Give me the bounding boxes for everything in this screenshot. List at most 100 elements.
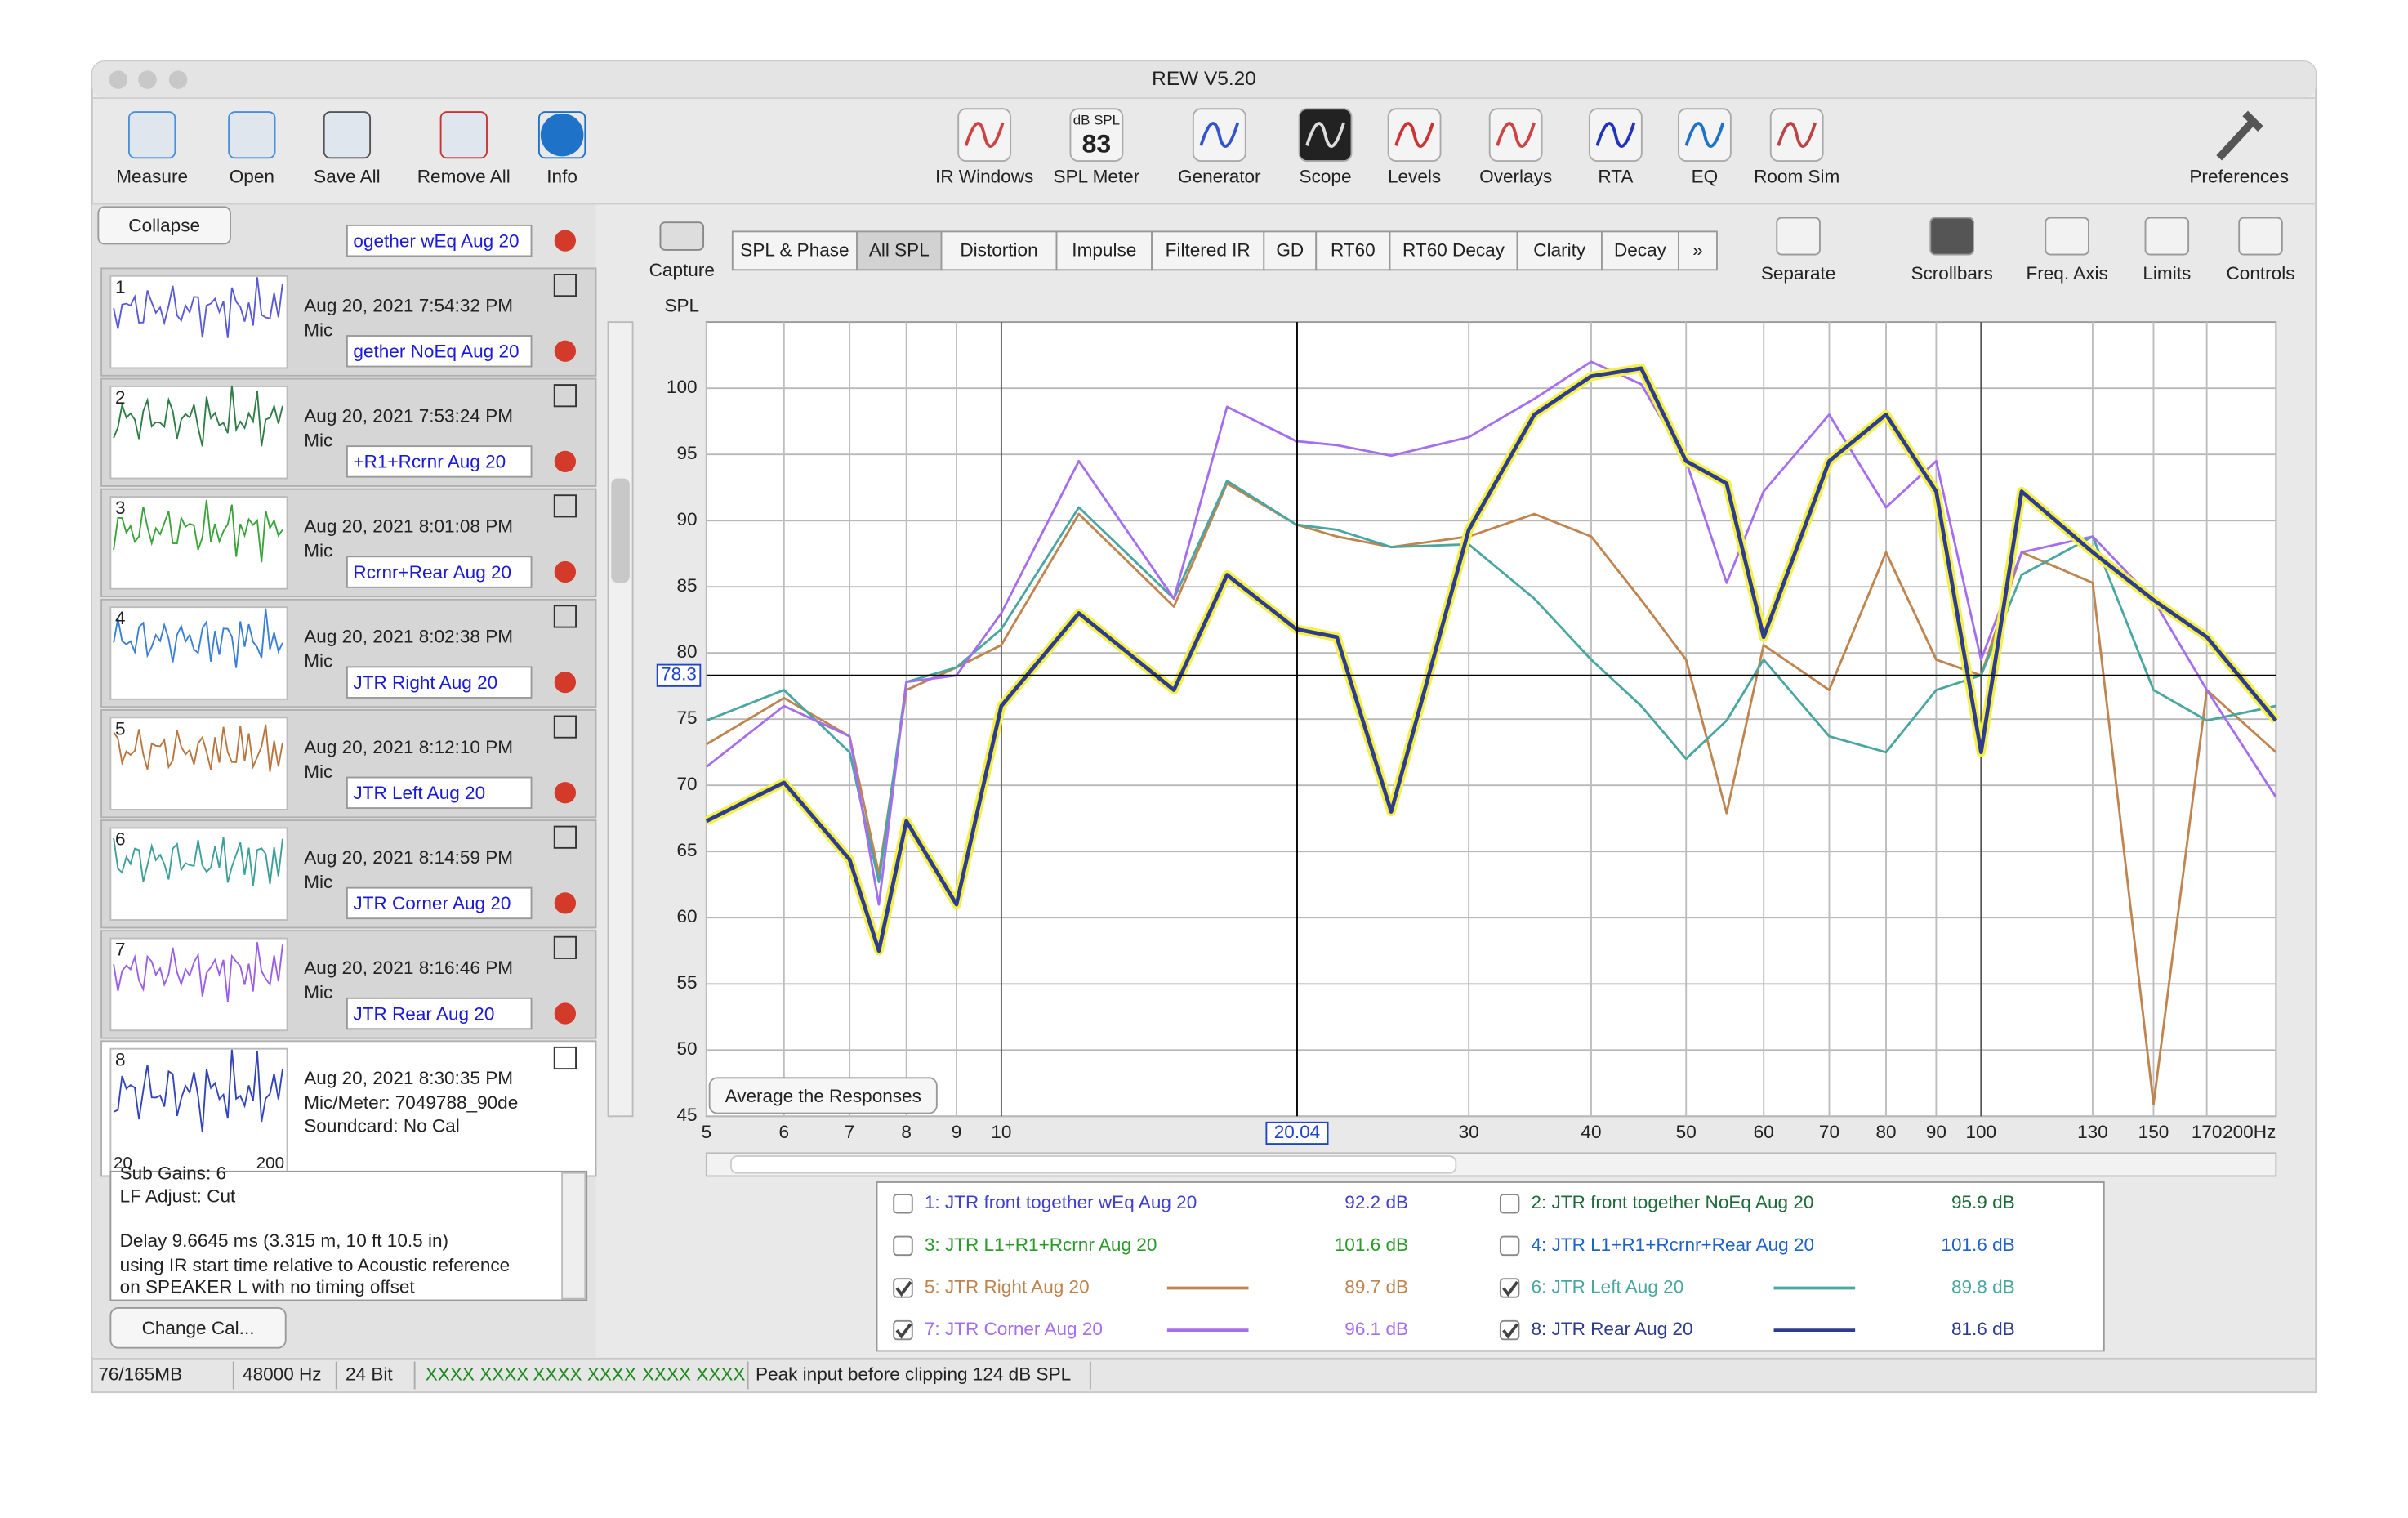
measurement-name-field[interactable]: [346, 666, 533, 699]
legend-checkbox[interactable]: [1499, 1278, 1520, 1298]
measurement-number: 7: [115, 940, 126, 960]
edit-icon[interactable]: [553, 825, 577, 849]
status-text: XXXX XXXX: [642, 1364, 746, 1384]
x-tick-label: 10: [991, 1122, 1011, 1142]
toolbar-label: Preferences: [2189, 167, 2289, 187]
measurement-name-field[interactable]: [346, 776, 533, 809]
graph-tool-icon[interactable]: [1776, 217, 1821, 256]
graph-tab[interactable]: [1151, 230, 1265, 271]
legend-label: 6: JTR Left Aug 20: [1531, 1276, 1683, 1297]
graph-tab[interactable]: [1601, 230, 1679, 271]
measurement-name-field[interactable]: [346, 997, 533, 1030]
legend-checkbox[interactable]: [893, 1319, 913, 1341]
graph-tool-icon[interactable]: [2045, 217, 2089, 256]
graph-tab[interactable]: [856, 230, 943, 271]
toolbar-icon[interactable]: [1069, 108, 1124, 162]
graph-tab[interactable]: [1055, 230, 1153, 271]
remove-measurement[interactable]: [554, 892, 577, 914]
toolbar-glyph: [1394, 122, 1434, 148]
cursor-x-box: [1265, 1121, 1329, 1145]
remove-measurement[interactable]: [554, 672, 577, 694]
toolbar-icon[interactable]: [537, 111, 586, 159]
measurement-name-field[interactable]: [346, 886, 533, 920]
toolbar-icon[interactable]: [439, 111, 488, 159]
toolbar-glyph: [1684, 122, 1725, 148]
graph-tool-icon[interactable]: [2238, 217, 2283, 256]
y-tick-label: 85: [676, 575, 697, 596]
legend-label: 4: JTR L1+R1+Rcrnr+Rear Aug 20: [1531, 1234, 1814, 1255]
remove-measurement[interactable]: [554, 560, 577, 583]
preferences-icon[interactable]: [2216, 110, 2263, 161]
x-tick-label: 50: [1676, 1122, 1697, 1142]
edit-icon[interactable]: [553, 274, 577, 297]
remove-measurement[interactable]: [554, 230, 577, 252]
edit-icon[interactable]: [553, 715, 577, 739]
legend-checkbox[interactable]: [893, 1194, 913, 1214]
legend-checkbox[interactable]: [893, 1235, 913, 1257]
series-line: [705, 366, 2278, 953]
toolbar-label: EQ: [1692, 167, 1719, 187]
measurement-name-field[interactable]: [346, 445, 533, 478]
measurement-mic: Mic/Meter: 7049788_90de: [304, 1092, 518, 1113]
notes-line: LF Adjust: Cut: [120, 1186, 236, 1207]
change-cal-button[interactable]: [109, 1306, 287, 1349]
toolbar-glyph: [1496, 122, 1536, 148]
minimize-button[interactable]: [138, 70, 157, 89]
measurement-name-field[interactable]: [346, 335, 533, 368]
toolbar-label: RTA: [1598, 167, 1633, 187]
edit-icon[interactable]: [553, 494, 577, 518]
sidebar-scrollbar[interactable]: [607, 321, 634, 1118]
measurement-thumbnail: [109, 496, 288, 590]
legend-reading: 92.2 dB: [1344, 1192, 1408, 1212]
x-tick-label: 200Hz: [2223, 1122, 2276, 1142]
toolbar-icon[interactable]: [228, 111, 276, 159]
legend-checkbox[interactable]: [1499, 1194, 1520, 1214]
series-line: [705, 360, 2277, 906]
toolbar-label: Generator: [1178, 167, 1261, 187]
x-tick-label: 70: [1819, 1122, 1839, 1142]
measurement-mic: Mic: [304, 982, 332, 1002]
graph-tab[interactable]: [1389, 230, 1518, 271]
toolbar-icon[interactable]: [323, 111, 372, 159]
sidebar-scroll-thumb[interactable]: [611, 478, 630, 583]
measurement-mic: Mic: [304, 872, 332, 892]
legend-checkbox[interactable]: [1499, 1319, 1520, 1341]
y-tick-label: 70: [676, 774, 697, 794]
graph-hscroll-thumb[interactable]: [729, 1155, 1457, 1174]
graph-tab[interactable]: [1315, 230, 1391, 271]
remove-measurement[interactable]: [554, 782, 577, 804]
legend-checkbox[interactable]: [893, 1278, 913, 1298]
notes-scrollbar[interactable]: [561, 1172, 586, 1300]
measurement-number: 5: [115, 718, 126, 739]
measurement-date: Aug 20, 2021 7:54:32 PM: [304, 295, 513, 315]
legend-reading: 95.9 dB: [1951, 1192, 2015, 1212]
close-button[interactable]: [109, 70, 128, 89]
graph-tab-label: SPL & Phase: [740, 240, 849, 261]
graph-tool-icon[interactable]: [2144, 217, 2190, 256]
legend-label: 7: JTR Corner Aug 20: [925, 1319, 1103, 1339]
graph-tab[interactable]: [1678, 230, 1718, 271]
edit-icon[interactable]: [553, 935, 577, 959]
x-tick-label: 60: [1754, 1122, 1774, 1142]
remove-measurement[interactable]: [554, 450, 577, 473]
measurement-name-field[interactable]: [346, 224, 533, 257]
capture-icon[interactable]: [659, 221, 705, 251]
toolbar-icon[interactable]: [127, 111, 176, 159]
legend-reading: 101.6 dB: [1941, 1234, 2014, 1255]
graph-tab[interactable]: [1263, 230, 1318, 271]
average-button[interactable]: [708, 1077, 938, 1114]
legend-checkbox[interactable]: [1499, 1235, 1520, 1257]
measurement-name-field[interactable]: [346, 556, 533, 588]
edit-icon[interactable]: [553, 1046, 577, 1070]
graph-tool-icon[interactable]: [1929, 217, 1974, 256]
edit-icon[interactable]: [553, 605, 577, 628]
toolbar-label: Measure: [116, 167, 188, 187]
remove-measurement[interactable]: [554, 340, 577, 362]
measurement-name: JTR Right Aug 20: [353, 672, 497, 693]
status-text: XXXX XXXX: [533, 1364, 636, 1384]
remove-measurement[interactable]: [554, 1002, 577, 1025]
legend-checkmark: [895, 1323, 912, 1339]
collapse-button[interactable]: [97, 206, 231, 245]
edit-icon[interactable]: [553, 384, 577, 408]
zoom-button[interactable]: [168, 70, 188, 89]
